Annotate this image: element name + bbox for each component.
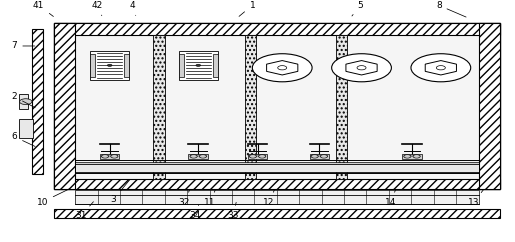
- Text: 41: 41: [33, 1, 54, 16]
- Text: 42: 42: [91, 1, 102, 16]
- Bar: [75, 160, 478, 173]
- Circle shape: [111, 155, 118, 158]
- Circle shape: [199, 155, 207, 158]
- Bar: [19, 119, 33, 138]
- Circle shape: [320, 155, 328, 158]
- Polygon shape: [346, 60, 377, 75]
- Text: 13: 13: [468, 190, 484, 207]
- Circle shape: [20, 99, 32, 105]
- Text: 32: 32: [179, 190, 190, 207]
- Polygon shape: [425, 60, 456, 75]
- Bar: [179, 51, 217, 80]
- Text: 14: 14: [385, 190, 396, 207]
- Text: 31: 31: [76, 202, 93, 220]
- Bar: [478, 23, 500, 189]
- Bar: [153, 35, 165, 179]
- Bar: [310, 154, 329, 159]
- Text: 4: 4: [130, 1, 136, 15]
- Text: 34: 34: [189, 205, 200, 220]
- Bar: [245, 35, 256, 179]
- Text: 7: 7: [11, 41, 35, 51]
- Circle shape: [190, 155, 197, 158]
- Circle shape: [436, 66, 445, 70]
- Bar: [19, 94, 28, 109]
- Bar: [100, 154, 119, 159]
- Circle shape: [196, 64, 201, 66]
- Text: 11: 11: [204, 190, 216, 207]
- Bar: [91, 54, 95, 77]
- Bar: [188, 154, 208, 159]
- Bar: [75, 162, 478, 164]
- Bar: [179, 54, 184, 77]
- Text: 8: 8: [436, 1, 466, 17]
- Bar: [54, 179, 500, 189]
- Text: 10: 10: [37, 189, 70, 207]
- Circle shape: [101, 155, 109, 158]
- Bar: [336, 35, 347, 179]
- Circle shape: [252, 54, 312, 82]
- Bar: [213, 54, 217, 77]
- Bar: [75, 190, 478, 204]
- Bar: [91, 51, 129, 80]
- Bar: [248, 154, 267, 159]
- Text: 6: 6: [11, 132, 35, 146]
- Text: 5: 5: [352, 1, 364, 16]
- Bar: [75, 35, 478, 179]
- Circle shape: [249, 155, 256, 158]
- Bar: [32, 29, 43, 174]
- Text: 3: 3: [110, 180, 130, 204]
- Circle shape: [411, 54, 471, 82]
- Circle shape: [357, 66, 366, 70]
- Circle shape: [259, 155, 266, 158]
- Bar: [402, 154, 422, 159]
- Text: 2: 2: [12, 92, 35, 108]
- Text: 1: 1: [239, 1, 255, 16]
- Circle shape: [404, 155, 411, 158]
- Circle shape: [278, 66, 287, 70]
- Circle shape: [332, 54, 391, 82]
- Bar: [75, 164, 478, 172]
- Text: 33: 33: [227, 202, 238, 220]
- Circle shape: [311, 155, 318, 158]
- Text: 12: 12: [263, 190, 274, 207]
- Polygon shape: [267, 60, 298, 75]
- Bar: [124, 54, 129, 77]
- Circle shape: [413, 155, 420, 158]
- Bar: [54, 23, 500, 189]
- Bar: [54, 209, 500, 218]
- Bar: [54, 23, 75, 189]
- Circle shape: [107, 64, 112, 66]
- Bar: [54, 23, 500, 35]
